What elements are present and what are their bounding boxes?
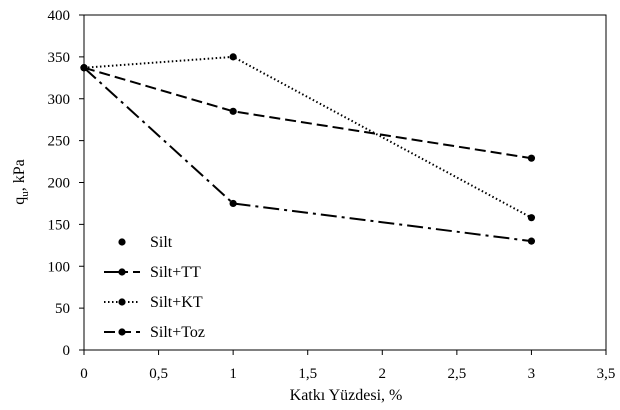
legend-marker: [118, 268, 126, 276]
y-axis-title-subscript: u: [19, 191, 31, 197]
y-tick-label: 100: [48, 259, 71, 275]
legend-label: Silt+Toz: [150, 324, 205, 341]
legend-label: Silt+TT: [150, 264, 201, 281]
data-point: [229, 199, 237, 208]
x-tick-label: 1: [229, 366, 237, 382]
x-tick-label: 0,5: [149, 366, 168, 382]
data-point: [527, 237, 536, 245]
legend-label: Silt: [150, 234, 173, 251]
y-axis-title: qu, kPa: [11, 159, 31, 205]
y-tick-label: 50: [55, 301, 70, 317]
series-group: [80, 53, 536, 245]
y-tick-label: 150: [48, 217, 71, 233]
data-point: [527, 154, 536, 162]
series-line: [83, 55, 532, 219]
y-tick-label: 250: [48, 134, 71, 150]
series-line: [83, 66, 532, 160]
y-tick-label: 350: [48, 50, 71, 66]
x-tick-label: 3: [528, 366, 536, 382]
y-tick-label: 300: [48, 92, 71, 108]
y-axis-title-rest: , kPa: [11, 159, 28, 191]
legend: Silt Silt+TT Silt+KT Silt+Toz: [104, 234, 205, 341]
x-tick-label: 0: [80, 366, 88, 382]
y-tick-label: 200: [48, 176, 71, 192]
legend-marker: [118, 298, 126, 306]
data-point: [229, 107, 237, 115]
data-point: [80, 64, 88, 72]
y-tick-label: 0: [63, 343, 71, 359]
x-tick-label: 2: [379, 366, 387, 382]
series-line: [83, 67, 532, 243]
legend-marker: [118, 328, 126, 336]
x-tick-label: 3,5: [597, 366, 616, 382]
x-axis-title: Katkı Yüzdesi, %: [290, 387, 403, 404]
y-axis-title-main: q: [11, 197, 28, 205]
y-tick-label: 400: [48, 8, 71, 24]
data-point: [527, 214, 536, 222]
x-tick-label: 1,5: [298, 366, 317, 382]
data-point: [229, 53, 237, 61]
x-tick-label: 2,5: [447, 366, 466, 382]
legend-marker: [118, 238, 126, 246]
legend-label: Silt+KT: [150, 294, 203, 311]
axes: 0 50 100 150 200 250 300 350 400 0 0,5 1 1,5 2 2,5 3 3,5: [48, 8, 616, 382]
